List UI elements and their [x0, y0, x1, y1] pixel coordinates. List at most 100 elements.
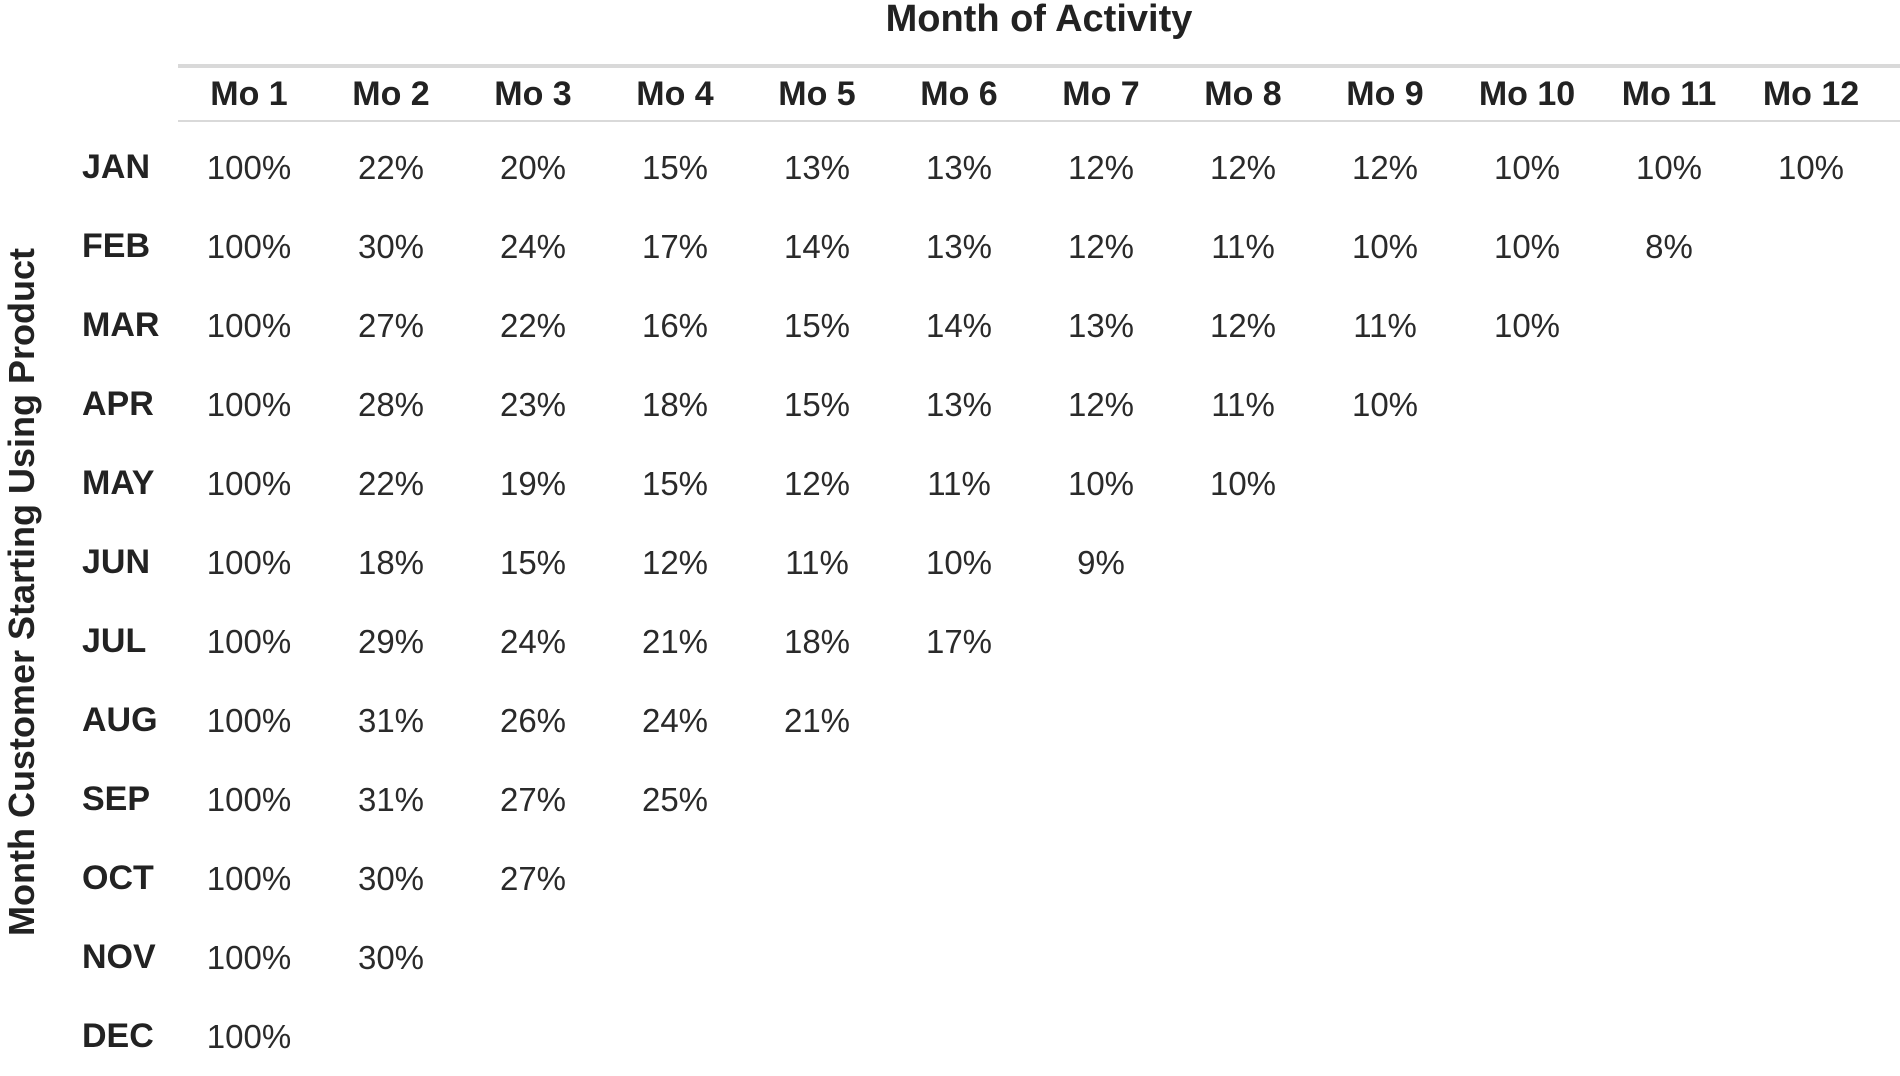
column-header-10: Mo 10	[1478, 75, 1576, 113]
row-label-dec: DEC	[82, 1017, 154, 1055]
cell-aug-mo4: 24%	[641, 702, 709, 739]
cell-nov-mo1: 100%	[206, 939, 292, 976]
cell-apr-mo1: 100%	[206, 386, 292, 423]
cell-may-mo4: 15%	[641, 465, 709, 502]
cell-jul-mo2: 29%	[357, 623, 425, 660]
top-rule	[178, 64, 1900, 68]
column-header-6: Mo 6	[920, 75, 998, 113]
cell-apr-mo8: 11%	[1211, 386, 1275, 423]
column-header-2: Mo 2	[352, 75, 430, 113]
cell-may-mo6: 11%	[927, 465, 991, 502]
cell-oct-mo1: 100%	[206, 860, 292, 897]
cell-jun-mo1: 100%	[206, 544, 292, 581]
cell-jan-mo10: 10%	[1493, 149, 1561, 186]
cell-jan-mo7: 12%	[1067, 149, 1135, 186]
cell-may-mo8: 10%	[1209, 465, 1277, 502]
cell-sep-mo1: 100%	[206, 781, 292, 818]
cell-jun-mo7: 9%	[1077, 544, 1125, 581]
cell-jun-mo4: 12%	[641, 544, 709, 581]
cell-oct-mo2: 30%	[357, 860, 425, 897]
cell-sep-mo4: 25%	[641, 781, 709, 818]
row-label-aug: AUG	[82, 701, 158, 739]
cell-feb-mo9: 10%	[1351, 228, 1419, 265]
column-header-11: Mo 11	[1621, 75, 1717, 113]
cell-jun-mo6: 10%	[925, 544, 993, 581]
cell-jul-mo1: 100%	[206, 623, 292, 660]
cell-jun-mo2: 18%	[357, 544, 425, 581]
cell-aug-mo1: 100%	[206, 702, 292, 739]
cell-jan-mo11: 10%	[1635, 149, 1703, 186]
cell-apr-mo2: 28%	[357, 386, 425, 423]
cell-jan-mo5: 13%	[783, 149, 851, 186]
cell-mar-mo7: 13%	[1067, 307, 1135, 344]
cell-apr-mo6: 13%	[925, 386, 993, 423]
row-label-jan: JAN	[82, 148, 151, 186]
cell-mar-mo5: 15%	[783, 307, 851, 344]
cell-mar-mo2: 27%	[357, 307, 425, 344]
cell-mar-mo8: 12%	[1209, 307, 1277, 344]
y-axis-title: Month Customer Starting Using Product	[1, 248, 42, 936]
column-header-4: Mo 4	[636, 75, 714, 113]
row-label-nov: NOV	[82, 938, 156, 976]
cell-may-mo2: 22%	[357, 465, 425, 502]
cell-aug-mo2: 31%	[357, 702, 425, 739]
header-rule	[178, 120, 1900, 122]
cell-nov-mo2: 30%	[357, 939, 425, 976]
cell-feb-mo5: 14%	[783, 228, 851, 265]
cell-mar-mo1: 100%	[206, 307, 292, 344]
cell-may-mo5: 12%	[783, 465, 851, 502]
row-label-feb: FEB	[82, 227, 150, 265]
column-header-1: Mo 1	[210, 75, 288, 113]
cell-mar-mo3: 22%	[499, 307, 567, 344]
cell-jan-mo3: 20%	[499, 149, 567, 186]
cell-apr-mo9: 10%	[1351, 386, 1419, 423]
column-header-3: Mo 3	[494, 75, 572, 113]
row-label-mar: MAR	[82, 306, 160, 344]
cell-jul-mo3: 24%	[499, 623, 567, 660]
row-label-jun: JUN	[82, 543, 151, 581]
column-header-8: Mo 8	[1204, 75, 1282, 113]
cell-feb-mo1: 100%	[206, 228, 292, 265]
cell-may-mo3: 19%	[499, 465, 567, 502]
cell-feb-mo6: 13%	[925, 228, 993, 265]
cell-aug-mo3: 26%	[499, 702, 567, 739]
cell-jan-mo9: 12%	[1351, 149, 1419, 186]
cell-mar-mo4: 16%	[641, 307, 709, 344]
cell-feb-mo11: 8%	[1645, 228, 1693, 265]
cell-feb-mo7: 12%	[1067, 228, 1135, 265]
column-header-5: Mo 5	[778, 75, 856, 113]
row-label-apr: APR	[82, 385, 154, 423]
cell-may-mo1: 100%	[206, 465, 292, 502]
row-label-jul: JUL	[82, 622, 147, 660]
cell-apr-mo7: 12%	[1067, 386, 1135, 423]
cell-mar-mo6: 14%	[925, 307, 993, 344]
cell-aug-mo5: 21%	[783, 702, 851, 739]
cell-may-mo7: 10%	[1067, 465, 1135, 502]
cell-jul-mo6: 17%	[925, 623, 993, 660]
cell-jul-mo5: 18%	[783, 623, 851, 660]
x-axis-title: Month of Activity	[885, 0, 1193, 40]
cell-feb-mo2: 30%	[357, 228, 425, 265]
cell-sep-mo3: 27%	[499, 781, 567, 818]
cell-jun-mo5: 11%	[785, 544, 849, 581]
cell-feb-mo4: 17%	[641, 228, 709, 265]
cell-jan-mo1: 100%	[206, 149, 292, 186]
cell-jan-mo12: 10%	[1777, 149, 1845, 186]
cell-apr-mo5: 15%	[783, 386, 851, 423]
cell-sep-mo2: 31%	[357, 781, 425, 818]
cell-apr-mo3: 23%	[499, 386, 567, 423]
cell-feb-mo10: 10%	[1493, 228, 1561, 265]
cell-jan-mo6: 13%	[925, 149, 993, 186]
cell-jan-mo2: 22%	[357, 149, 425, 186]
cell-apr-mo4: 18%	[641, 386, 709, 423]
cell-feb-mo8: 11%	[1211, 228, 1275, 265]
cell-jan-mo4: 15%	[641, 149, 709, 186]
cell-oct-mo3: 27%	[499, 860, 567, 897]
cell-dec-mo1: 100%	[206, 1018, 292, 1055]
cell-feb-mo3: 24%	[499, 228, 567, 265]
column-header-12: Mo 12	[1762, 75, 1860, 113]
column-header-9: Mo 9	[1346, 75, 1424, 113]
cell-jun-mo3: 15%	[499, 544, 567, 581]
row-label-may: MAY	[82, 464, 155, 502]
row-label-oct: OCT	[82, 859, 154, 897]
